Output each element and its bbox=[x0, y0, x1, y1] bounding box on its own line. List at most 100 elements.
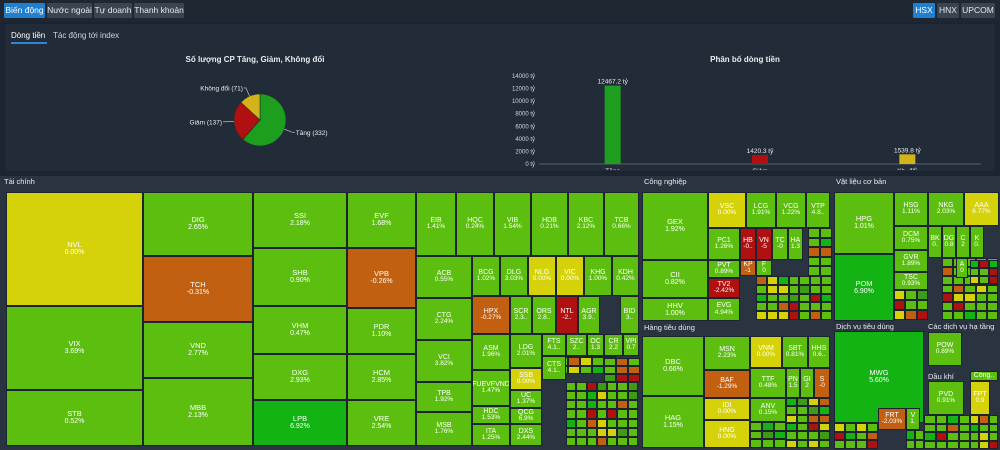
treemap-minor-tile[interactable] bbox=[808, 237, 820, 248]
treemap-minor-tile[interactable] bbox=[628, 358, 640, 366]
stock-tile-dlg[interactable]: DLG 3.03% bbox=[500, 256, 528, 296]
treemap-minor-tile[interactable] bbox=[566, 391, 577, 401]
treemap-minor-tile[interactable] bbox=[799, 293, 811, 303]
stock-tile-tch[interactable]: TCH -0.31% bbox=[143, 256, 253, 322]
treemap-minor-tile[interactable] bbox=[820, 247, 832, 257]
subtab-tac-dong-index[interactable]: Tác động tới index bbox=[53, 31, 120, 40]
treemap-minor-tile[interactable] bbox=[617, 382, 628, 392]
stock-tile-gex[interactable]: GEX 1.92% bbox=[642, 192, 708, 260]
treemap-minor-tile[interactable] bbox=[756, 302, 767, 312]
treemap-minor-tile[interactable] bbox=[616, 366, 628, 374]
stock-tile-ha[interactable]: HA 1.3 bbox=[788, 228, 803, 260]
treemap-minor-tile[interactable] bbox=[617, 418, 628, 428]
stock-tile-ita[interactable]: ITA 1.25% bbox=[472, 424, 510, 446]
stock-tile-hcm[interactable]: HCM 2.85% bbox=[347, 354, 416, 400]
treemap-minor-tile[interactable] bbox=[617, 400, 628, 410]
tab-nuoc-ngoai[interactable]: Nước ngoài bbox=[47, 3, 92, 18]
treemap-minor-tile[interactable] bbox=[845, 423, 856, 432]
treemap-minor-tile[interactable] bbox=[970, 276, 980, 284]
treemap-minor-tile[interactable] bbox=[958, 432, 970, 441]
treemap-minor-tile[interactable] bbox=[604, 374, 616, 382]
treemap-minor-tile[interactable] bbox=[617, 391, 628, 401]
pie-slice-1[interactable] bbox=[233, 101, 261, 140]
stock-tile-hqc[interactable]: HQC 0.24% bbox=[456, 192, 494, 256]
treemap-minor-tile[interactable] bbox=[756, 293, 767, 303]
treemap-minor-tile[interactable] bbox=[627, 400, 638, 410]
treemap-minor-tile[interactable] bbox=[808, 266, 820, 276]
stock-tile-nlg[interactable]: NLG 0.00% bbox=[528, 256, 556, 296]
treemap-minor-tile[interactable] bbox=[942, 311, 954, 320]
treemap-minor-tile[interactable] bbox=[596, 427, 608, 437]
treemap-minor-tile[interactable] bbox=[617, 436, 628, 446]
stock-tile-asm[interactable]: ASM 1.96% bbox=[472, 334, 510, 370]
treemap-minor-tile[interactable] bbox=[975, 293, 987, 303]
treemap-minor-tile[interactable] bbox=[766, 276, 778, 285]
treemap-minor-tile[interactable] bbox=[905, 290, 917, 300]
stock-tile-bcg[interactable]: BCG 1.02% bbox=[472, 256, 500, 296]
stock-tile-tcb[interactable]: TCB 0.66% bbox=[604, 192, 639, 256]
treemap-minor-tile[interactable] bbox=[777, 311, 789, 320]
stock-tile-ors[interactable]: ORS 2.8.. bbox=[532, 296, 556, 334]
treemap-minor-tile[interactable] bbox=[834, 440, 845, 449]
treemap-minor-tile[interactable] bbox=[821, 293, 832, 303]
treemap-minor-tile[interactable] bbox=[576, 418, 587, 428]
treemap-minor-tile[interactable] bbox=[586, 427, 597, 437]
treemap-minor-tile[interactable] bbox=[596, 400, 608, 410]
treemap-minor-tile[interactable] bbox=[797, 398, 808, 407]
treemap-minor-tile[interactable] bbox=[786, 414, 797, 423]
treemap-minor-tile[interactable] bbox=[774, 439, 786, 448]
treemap-minor-tile[interactable] bbox=[797, 439, 808, 448]
treemap-minor-tile[interactable] bbox=[916, 310, 928, 320]
exchange-hnx[interactable]: HNX bbox=[937, 3, 959, 18]
pie-slice-2[interactable] bbox=[240, 93, 261, 121]
treemap-minor-tile[interactable] bbox=[988, 432, 998, 441]
treemap-minor-tile[interactable] bbox=[979, 415, 989, 424]
stock-tile-fpt[interactable]: FPT 0.9 bbox=[970, 381, 990, 415]
stock-tile-evf[interactable]: EVF 1.68% bbox=[347, 192, 416, 248]
treemap-minor-tile[interactable] bbox=[808, 439, 819, 448]
treemap-minor-tile[interactable] bbox=[788, 302, 800, 312]
treemap-minor-tile[interactable] bbox=[970, 440, 980, 449]
stock-tile-vpi[interactable]: VPI 0.7 bbox=[623, 334, 639, 356]
treemap-minor-tile[interactable] bbox=[774, 422, 786, 431]
bar-1[interactable] bbox=[752, 155, 768, 164]
treemap-minor-tile[interactable] bbox=[799, 311, 811, 320]
treemap-minor-tile[interactable] bbox=[986, 311, 998, 320]
stock-tile-scr[interactable]: SCR 2.3.. bbox=[510, 296, 532, 334]
treemap-minor-tile[interactable] bbox=[586, 400, 597, 410]
treemap-minor-tile[interactable] bbox=[975, 284, 987, 294]
treemap-minor-tile[interactable] bbox=[566, 400, 577, 410]
treemap-minor-tile[interactable] bbox=[797, 431, 808, 440]
stock-tile-agr[interactable]: AGR 3.9.. bbox=[578, 296, 600, 334]
stock-tile-idi[interactable]: IDI 0.00% bbox=[704, 398, 750, 420]
treemap-minor-tile[interactable] bbox=[788, 293, 800, 303]
treemap-minor-tile[interactable] bbox=[819, 414, 830, 423]
treemap-minor-tile[interactable] bbox=[596, 391, 608, 401]
treemap-minor-tile[interactable] bbox=[607, 391, 618, 401]
treemap-minor-tile[interactable] bbox=[627, 436, 638, 446]
treemap-minor-tile[interactable] bbox=[592, 357, 604, 366]
stock-tile-khg[interactable]: KHG 1.00% bbox=[584, 256, 612, 296]
stock-tile-pn[interactable]: PN 1.5 bbox=[786, 368, 800, 398]
treemap-minor-tile[interactable] bbox=[947, 423, 959, 432]
treemap-minor-tile[interactable] bbox=[979, 440, 989, 449]
treemap-minor-tile[interactable] bbox=[810, 302, 822, 312]
treemap-minor-tile[interactable] bbox=[797, 406, 808, 415]
treemap-minor-tile[interactable] bbox=[756, 276, 767, 285]
treemap-minor-tile[interactable] bbox=[808, 228, 820, 238]
stock-tile-ctg[interactable]: CTG 2.24% bbox=[416, 298, 472, 340]
treemap-minor-tile[interactable] bbox=[906, 430, 915, 440]
treemap-minor-tile[interactable] bbox=[788, 284, 800, 294]
stock-tile-cii[interactable]: CII 0.82% bbox=[642, 260, 708, 298]
treemap-minor-tile[interactable] bbox=[750, 430, 762, 440]
treemap-minor-tile[interactable] bbox=[617, 427, 628, 437]
treemap-minor-tile[interactable] bbox=[979, 423, 989, 432]
treemap-minor-tile[interactable] bbox=[958, 423, 970, 432]
stock-tile-tsc[interactable]: TSC 0.93% bbox=[894, 272, 928, 290]
treemap-minor-tile[interactable] bbox=[970, 423, 980, 432]
stock-tile-s[interactable]: S -0 bbox=[814, 368, 830, 398]
treemap-minor-tile[interactable] bbox=[953, 284, 965, 294]
stock-tile-vhm[interactable]: VHM 0.47% bbox=[253, 306, 347, 354]
stock-tile-gvr[interactable]: GVR 1.89% bbox=[894, 250, 928, 272]
